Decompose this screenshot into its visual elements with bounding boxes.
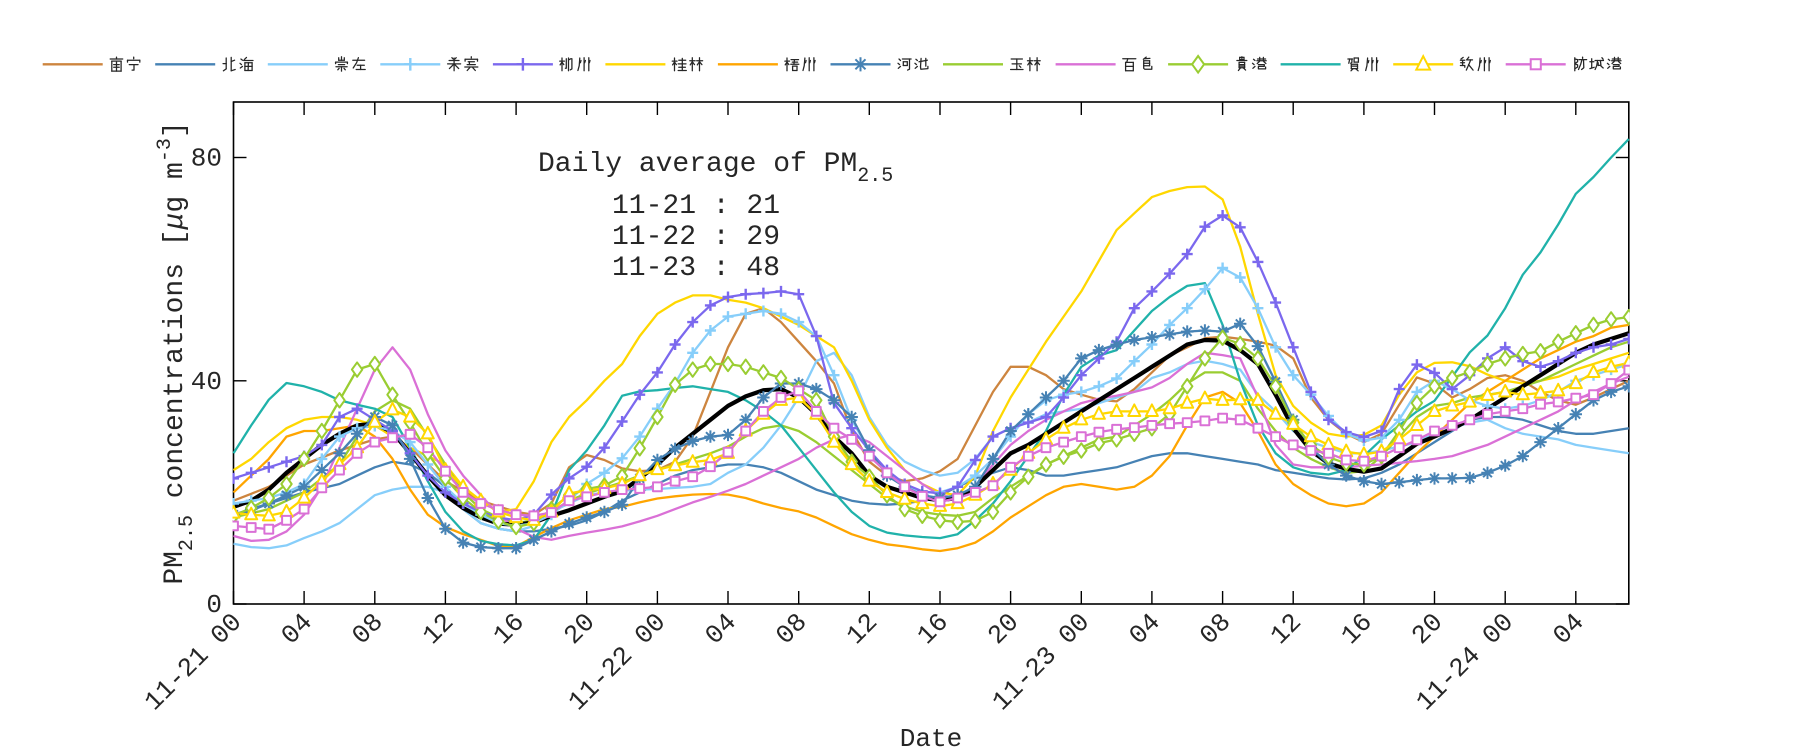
svg-text:Date: Date (900, 724, 962, 750)
svg-text:11-22 : 29: 11-22 : 29 (612, 222, 780, 253)
svg-text:0: 0 (206, 590, 222, 620)
svg-text:11-23 : 48: 11-23 : 48 (612, 253, 780, 284)
svg-text:40: 40 (191, 367, 222, 397)
svg-text:80: 80 (191, 144, 222, 174)
svg-text:11-21 : 21: 11-21 : 21 (612, 191, 780, 222)
